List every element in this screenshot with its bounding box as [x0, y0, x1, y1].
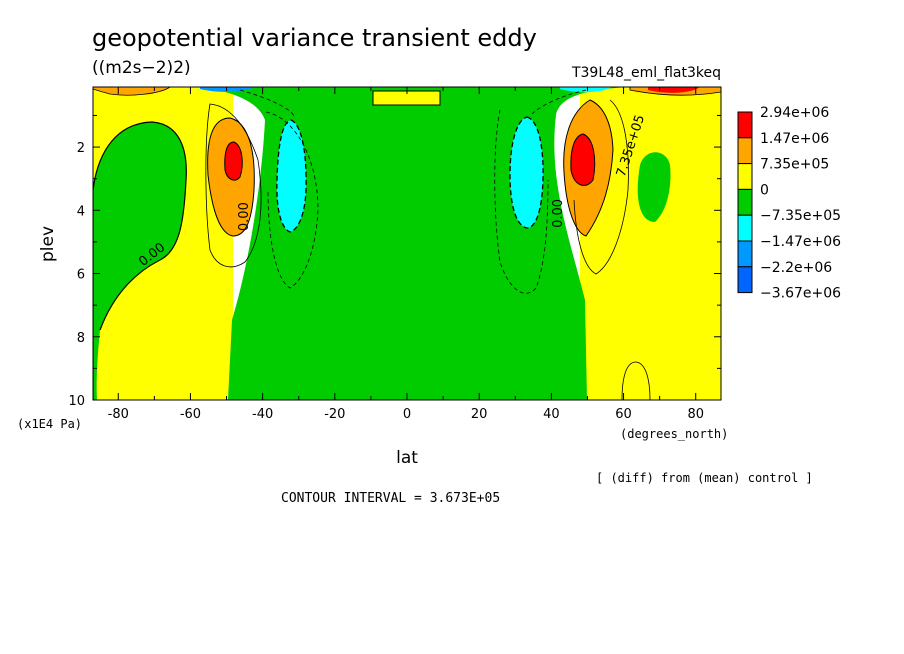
chart-title: geopotential variance transient eddy — [92, 24, 537, 52]
contour-nh-outer — [573, 99, 629, 275]
x-axis-label: lat — [396, 448, 418, 468]
legend-swatch — [737, 137, 753, 165]
x-axis-units: (degrees_north) — [620, 427, 728, 441]
x-tick-label: 80 — [687, 407, 704, 422]
x-tick-label: 60 — [615, 407, 632, 422]
contour-interval: CONTOUR INTERVAL = 3.673E+05 — [281, 491, 500, 506]
region-sh-cyan — [276, 119, 307, 233]
y-tick-label: 10 — [68, 394, 85, 409]
region-nh-cyan — [509, 116, 544, 229]
contour-label: 0.00 — [237, 202, 252, 231]
x-tick-label: -60 — [180, 407, 201, 422]
legend: 2.94e+06 1.47e+06 7.35e+05 0 −7.35e+05 −1.47e… — [737, 105, 841, 302]
region-nh-green-cell — [637, 152, 671, 222]
region-top-right-cyan — [560, 87, 612, 93]
y-tick-label: 6 — [77, 268, 85, 283]
y-axis-units: (x1E4 Pa) — [17, 417, 82, 431]
region-sh-low-green — [93, 122, 187, 400]
legend-label: 2.94e+06 — [760, 105, 829, 121]
y-axis-label: plev — [38, 226, 58, 262]
legend-label: −1.47e+06 — [760, 234, 841, 250]
legend-label: −3.67e+06 — [760, 286, 841, 302]
legend-label: −7.35e+05 — [760, 208, 841, 224]
y-axis: 2 4 6 8 10 — [68, 114, 721, 409]
legend-swatch — [737, 111, 753, 139]
region-nh-bottom-cell — [621, 361, 651, 400]
legend-swatch — [737, 266, 753, 294]
y-tick-label: 4 — [77, 204, 85, 219]
chart-units: ((m2s−2)2) — [92, 58, 191, 78]
contour-field — [93, 87, 721, 400]
contour-sh-outer — [205, 103, 262, 268]
legend-swatch — [737, 188, 753, 216]
legend-swatch — [737, 163, 753, 190]
x-tick-label: -20 — [324, 407, 345, 422]
x-tick-label: 40 — [543, 407, 560, 422]
region-top-left-strip — [93, 87, 171, 96]
x-tick-label: -40 — [252, 407, 273, 422]
region-tropics-green — [196, 87, 630, 400]
region-sh-red — [224, 141, 243, 181]
footer-note: [ (diff) from (mean) control ] — [596, 471, 813, 485]
legend-swatch — [737, 240, 753, 268]
region-top-right-red — [648, 87, 700, 93]
contour-nh-dashed-2 — [531, 89, 587, 115]
x-axis: -80 -60 -40 -20 0 20 40 60 80 — [108, 87, 704, 422]
y-tick-label: 8 — [77, 331, 85, 346]
contour-label: 0.00 — [551, 199, 566, 228]
region-nh-red — [570, 133, 596, 186]
x-tick-label: -80 — [108, 407, 129, 422]
legend-swatch — [737, 214, 753, 242]
x-tick-label: 20 — [471, 407, 488, 422]
y-tick-label: 2 — [77, 141, 85, 156]
legend-label: 1.47e+06 — [760, 131, 829, 147]
legend-label: −2.2e+06 — [760, 260, 832, 276]
legend-label: 0 — [760, 182, 769, 198]
experiment-label: T39L48_eml_flat3keq — [571, 65, 721, 81]
x-tick-label: 0 — [403, 407, 411, 422]
legend-label: 7.35e+05 — [760, 157, 829, 173]
contour-sh-zero — [93, 121, 187, 400]
contour-sh-dashed-2 — [239, 89, 295, 117]
